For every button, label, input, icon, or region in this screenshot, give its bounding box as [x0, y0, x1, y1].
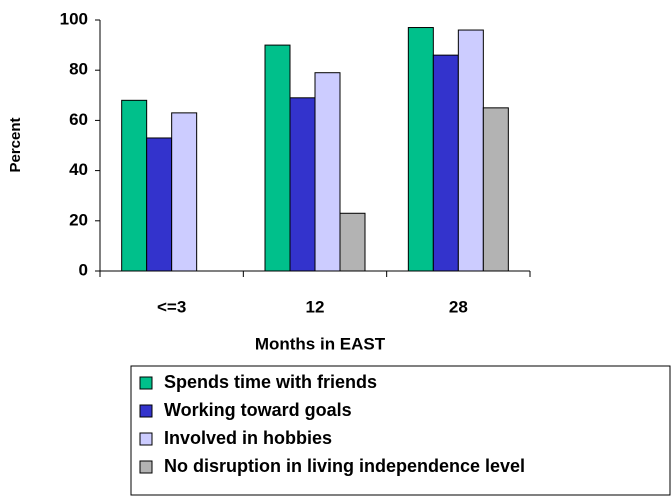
bar	[146, 137, 173, 272]
bar	[314, 72, 341, 272]
legend-swatch	[139, 404, 153, 418]
bar	[482, 107, 509, 272]
y-tick-label: 40	[69, 160, 88, 179]
x-tick-label: 28	[449, 297, 468, 316]
bar	[289, 97, 316, 272]
legend-box	[130, 365, 671, 496]
bar	[339, 212, 366, 272]
y-tick-label: 60	[69, 110, 88, 129]
y-axis-label: Percent	[7, 117, 24, 172]
legend-swatch	[139, 376, 153, 390]
y-tick-label: 0	[79, 260, 88, 279]
legend-swatch	[139, 432, 153, 446]
legend-label: No disruption in living independence lev…	[164, 456, 525, 476]
bar	[432, 54, 459, 272]
bar	[121, 99, 148, 272]
bar	[457, 29, 484, 272]
x-axis-label: Months in EAST	[255, 334, 386, 353]
y-tick-label: 20	[69, 210, 88, 229]
legend-label: Working toward goals	[164, 400, 352, 420]
legend-label: Spends time with friends	[164, 372, 377, 392]
x-tick-label: 12	[306, 297, 325, 316]
legend-label: Involved in hobbies	[164, 428, 332, 448]
bar	[264, 44, 291, 272]
bar	[407, 27, 434, 272]
y-tick-label: 80	[69, 60, 88, 79]
y-tick-label: 100	[60, 9, 88, 28]
x-tick-label: <=3	[157, 297, 186, 316]
bar	[171, 112, 198, 272]
legend-swatch	[139, 460, 153, 474]
